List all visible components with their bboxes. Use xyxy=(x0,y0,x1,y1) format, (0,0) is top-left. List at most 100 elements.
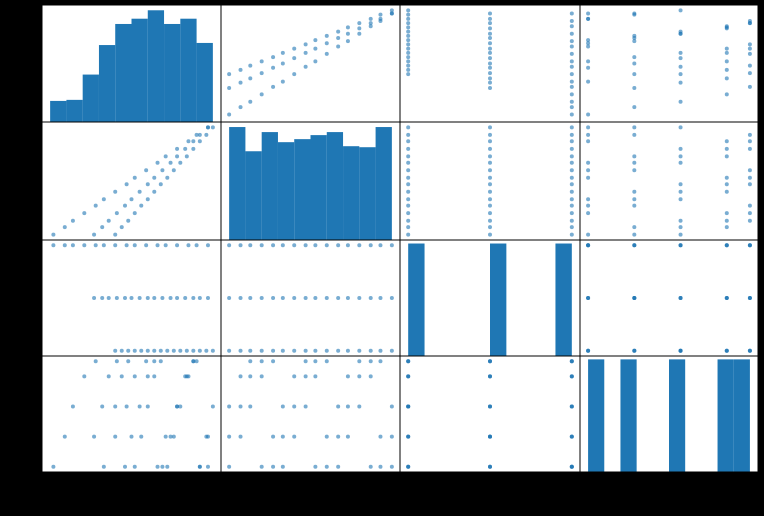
scatter-point xyxy=(271,84,276,89)
scatter-point xyxy=(313,243,318,248)
scatter-point xyxy=(139,434,144,439)
scatter-point xyxy=(488,225,492,230)
scatter-point xyxy=(678,160,683,165)
scatter-point xyxy=(378,359,383,364)
scatter-point xyxy=(724,225,729,230)
scatter-point xyxy=(724,211,729,216)
scatter-point xyxy=(145,296,150,300)
scatter-point xyxy=(406,46,411,51)
scatter-point xyxy=(152,374,157,379)
histogram-bar xyxy=(115,23,132,122)
scatter-point xyxy=(248,296,253,300)
scatter-point xyxy=(724,243,729,248)
scatter-point xyxy=(678,99,683,104)
scatter-point xyxy=(62,243,67,248)
scatter-point xyxy=(406,21,411,26)
scatter-point xyxy=(119,374,124,379)
scatter-point xyxy=(248,404,253,409)
scatter-point xyxy=(488,175,492,180)
scatter-point xyxy=(144,359,149,364)
scatter-point xyxy=(569,168,574,173)
scatter-point xyxy=(678,8,683,13)
scatter-point xyxy=(368,243,373,248)
scatter-point xyxy=(205,296,210,300)
scatter-point xyxy=(747,21,752,26)
scatter-point xyxy=(259,374,264,379)
scatter-point xyxy=(406,160,411,165)
scatter-point xyxy=(168,296,173,300)
scatter-point xyxy=(70,218,75,223)
scatter-point xyxy=(747,168,752,173)
scatter-point xyxy=(368,348,373,353)
scatter-point xyxy=(678,243,683,248)
scatter-point xyxy=(569,374,574,379)
histogram-bar xyxy=(733,359,750,472)
scatter-point xyxy=(357,348,362,353)
scatter-point xyxy=(488,464,492,469)
histogram-bar xyxy=(147,10,165,122)
scatter-point xyxy=(586,79,591,84)
scatter-point xyxy=(406,67,411,72)
scatter-point xyxy=(259,296,264,300)
scatter-point xyxy=(569,211,574,216)
scatter-point xyxy=(488,85,492,90)
scatter-point xyxy=(303,359,308,364)
scatter-point xyxy=(171,434,176,439)
scatter-point xyxy=(488,132,492,137)
scatter-point xyxy=(569,203,574,208)
scatter-point xyxy=(101,464,106,469)
scatter-point xyxy=(678,56,683,61)
scatter-point xyxy=(82,211,87,216)
scatter-point xyxy=(406,63,411,68)
scatter-point xyxy=(313,46,318,51)
scatter-point xyxy=(678,197,683,202)
scatter-point xyxy=(280,50,285,55)
scatter-point xyxy=(152,348,157,353)
scatter-point xyxy=(178,404,183,409)
scatter-point xyxy=(183,146,188,151)
scatter-point xyxy=(132,464,137,469)
scatter-point xyxy=(569,72,574,77)
scatter-point xyxy=(724,59,729,64)
scatter-point xyxy=(204,434,209,439)
scatter-point xyxy=(205,464,210,469)
scatter-point xyxy=(152,175,157,180)
scatter-point xyxy=(632,189,637,194)
scatter-point xyxy=(106,374,111,379)
scatter-point xyxy=(569,99,574,104)
scatter-point xyxy=(406,404,411,409)
scatter-point xyxy=(248,348,253,353)
scatter-point xyxy=(227,243,232,248)
scatter-point xyxy=(227,72,232,77)
scatter-point xyxy=(324,243,329,248)
scatter-point xyxy=(280,464,285,469)
scatter-point xyxy=(632,85,637,90)
scatter-point xyxy=(113,434,118,439)
scatter-point xyxy=(378,12,383,17)
scatter-point xyxy=(389,464,394,469)
scatter-point xyxy=(248,243,253,248)
scatter-point xyxy=(569,464,574,469)
scatter-point xyxy=(747,182,752,187)
scatter-point xyxy=(678,218,683,223)
scatter-point xyxy=(488,404,492,409)
scatter-point xyxy=(175,146,180,151)
scatter-point xyxy=(194,359,199,364)
scatter-point xyxy=(586,203,591,208)
scatter-point xyxy=(406,8,411,13)
scatter-point xyxy=(488,182,492,187)
panel xyxy=(580,122,758,240)
scatter-point xyxy=(292,374,297,379)
scatter-point xyxy=(406,168,411,173)
scatter-point xyxy=(271,359,276,364)
scatter-point xyxy=(175,296,180,300)
scatter-point xyxy=(271,296,276,300)
scatter-point xyxy=(165,348,170,353)
scatter-point xyxy=(569,139,574,144)
scatter-point xyxy=(119,225,124,230)
scatter-point xyxy=(113,243,118,248)
scatter-point xyxy=(569,64,574,69)
scatter-point xyxy=(303,348,308,353)
scatter-point xyxy=(747,46,752,51)
scatter-point xyxy=(336,44,341,49)
